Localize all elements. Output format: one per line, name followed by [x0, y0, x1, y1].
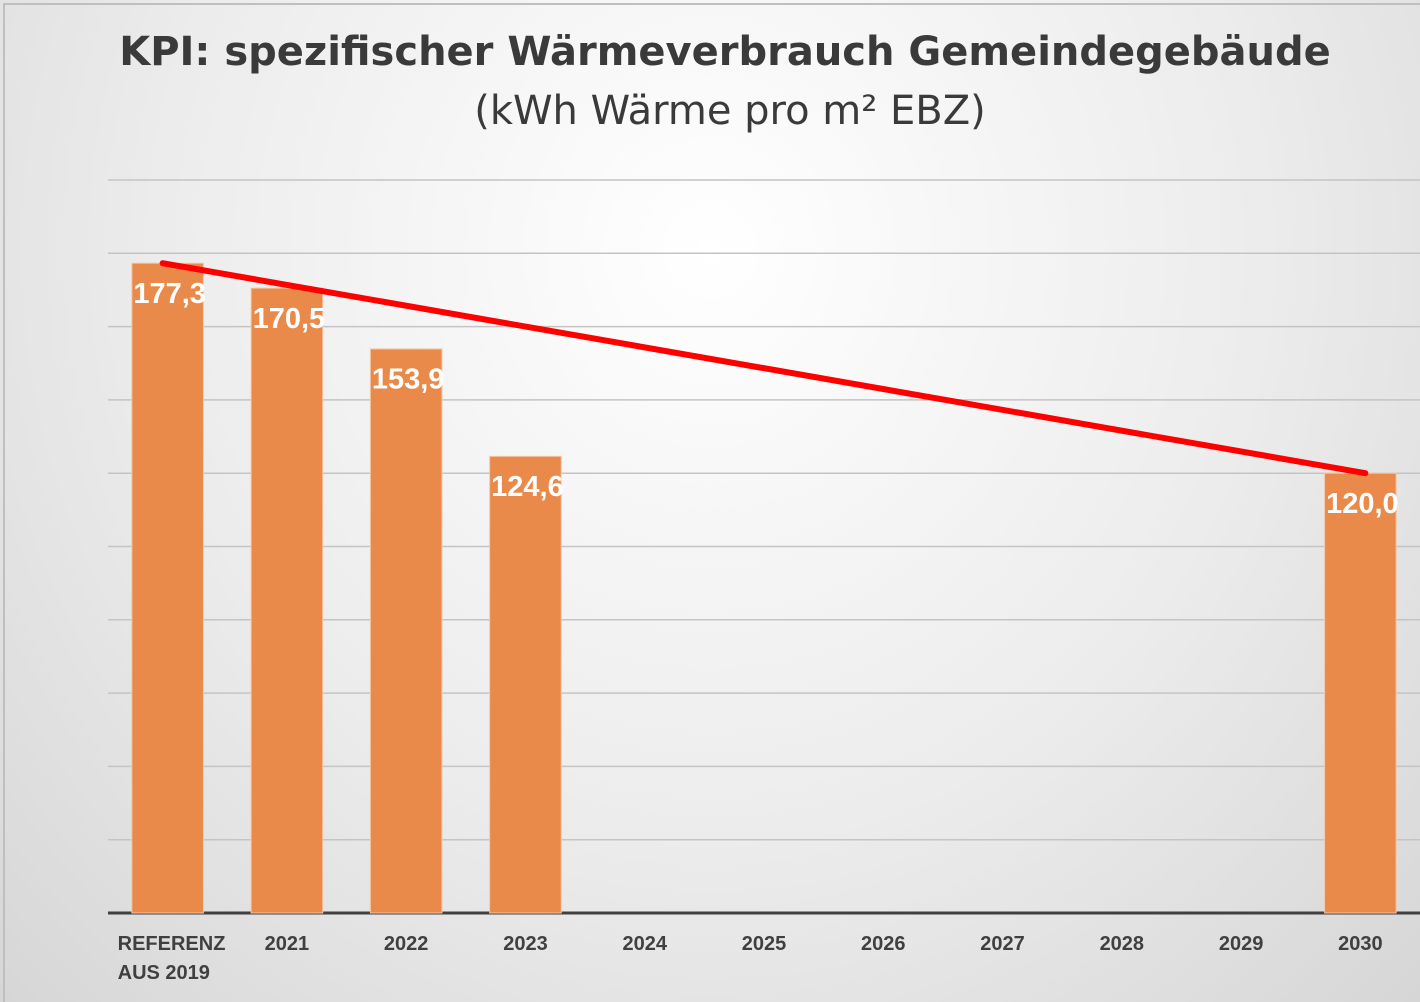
chart-title: KPI: spezifischer Wärmeverbrauch Gemeind…: [119, 29, 1331, 75]
value-label: 177,3: [133, 278, 206, 310]
bar: [1324, 472, 1397, 914]
x-tick-label: 2026: [861, 933, 906, 955]
x-tick-label: 2029: [1218, 933, 1264, 955]
x-tick-label: 2028: [1099, 933, 1145, 955]
chart-subtitle: (kWh Wärme pro m² EBZ): [474, 88, 986, 134]
value-label: 170,5: [253, 303, 326, 335]
value-label: 124,6: [491, 471, 564, 503]
x-tick-label: 2027: [980, 933, 1025, 955]
x-tick-label: 2021: [264, 933, 310, 955]
x-tick-label: 2030: [1338, 933, 1383, 955]
bar: [131, 262, 204, 914]
x-tick-label: 2025: [741, 933, 787, 955]
x-tick-label: 2024: [622, 933, 667, 955]
bar: [489, 455, 562, 914]
frame: [3, 3, 1420, 1002]
x-tick-label: 2023: [503, 933, 548, 955]
target-line: [159, 260, 1369, 477]
value-label: 153,9: [372, 364, 445, 396]
bar: [369, 348, 443, 914]
bar: [250, 287, 324, 914]
x-tick-label: 2022: [383, 933, 429, 955]
value-label: 120,0: [1326, 488, 1399, 520]
x-tick-label: REFERENZ AUS 2019: [117, 933, 226, 984]
